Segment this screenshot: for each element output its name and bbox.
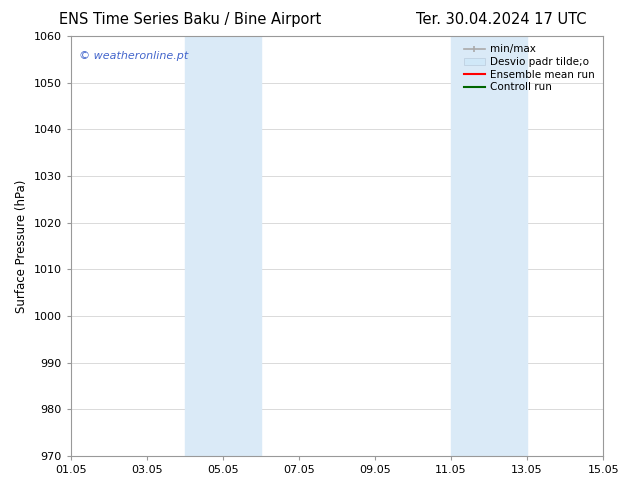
Text: ENS Time Series Baku / Bine Airport: ENS Time Series Baku / Bine Airport [59, 12, 321, 27]
Y-axis label: Surface Pressure (hPa): Surface Pressure (hPa) [15, 179, 28, 313]
Text: Ter. 30.04.2024 17 UTC: Ter. 30.04.2024 17 UTC [416, 12, 586, 27]
Bar [185, 36, 261, 456]
Legend: min/max, Desvio padr tilde;o, Ensemble mean run, Controll run: min/max, Desvio padr tilde;o, Ensemble m… [461, 41, 598, 96]
Text: © weatheronline.pt: © weatheronline.pt [79, 51, 188, 61]
Bar [451, 36, 527, 456]
